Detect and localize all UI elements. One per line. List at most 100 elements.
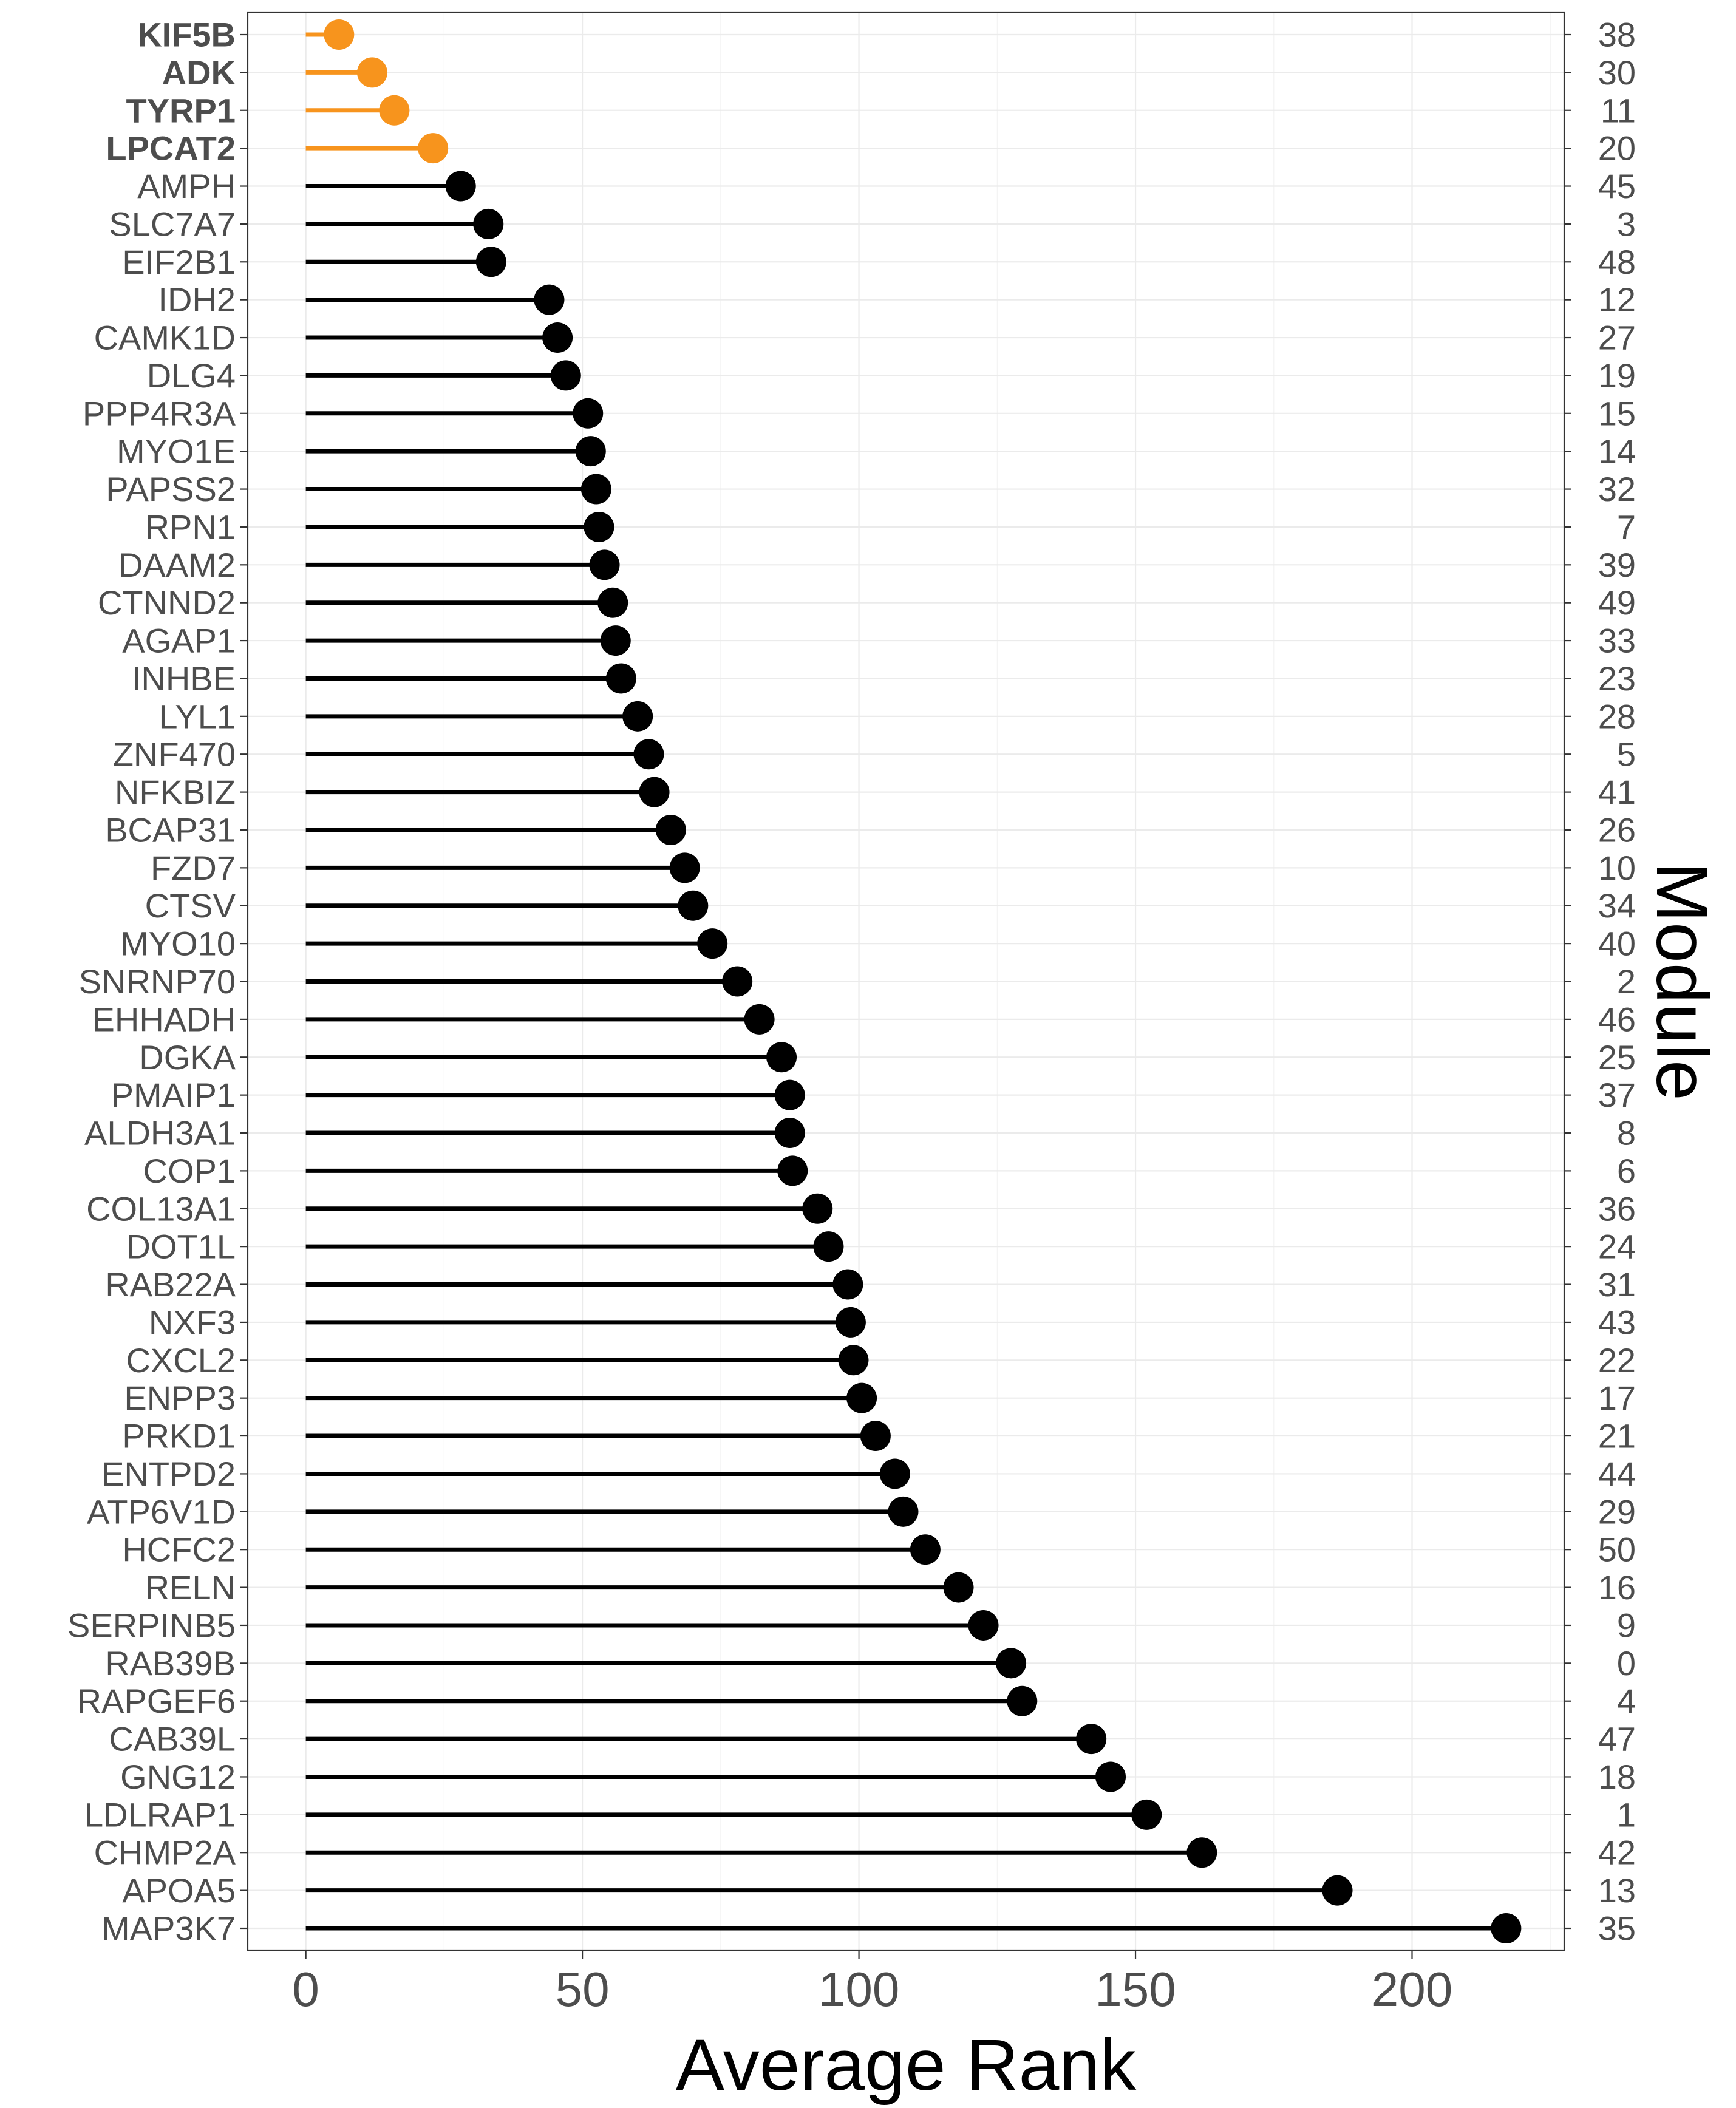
module-label: 49 <box>1598 583 1636 622</box>
gene-label: GNG12 <box>120 1758 236 1796</box>
lollipop-dot <box>1322 1875 1353 1906</box>
lollipop-dot <box>584 511 614 542</box>
lollipop-dot <box>1095 1761 1126 1792</box>
lollipop-dot <box>879 1458 910 1489</box>
gene-label: CHMP2A <box>94 1834 236 1872</box>
x-tick-label: 150 <box>1095 1962 1176 2016</box>
module-label: 37 <box>1598 1076 1636 1114</box>
gene-label: MAP3K7 <box>101 1909 236 1948</box>
lollipop-dot <box>1076 1724 1107 1755</box>
gene-label: LDLRAP1 <box>84 1795 236 1834</box>
gene-label: TYRP1 <box>126 91 236 129</box>
module-label: 9 <box>1617 1606 1636 1644</box>
lollipop-dot <box>600 625 631 656</box>
module-label: 48 <box>1598 243 1636 281</box>
module-label: 40 <box>1598 925 1636 963</box>
lollipop-dot <box>774 1080 805 1110</box>
module-label: 11 <box>1601 91 1636 129</box>
lollipop-dot <box>573 398 604 429</box>
gene-label: RPN1 <box>145 508 236 546</box>
lollipop-dots <box>324 19 1522 1943</box>
gene-label: DOT1L <box>126 1228 236 1266</box>
gene-label: RAPGEF6 <box>77 1682 236 1720</box>
lollipop-dot <box>1186 1837 1217 1868</box>
gene-label: ATP6V1D <box>87 1492 236 1531</box>
module-label: 14 <box>1598 432 1636 471</box>
gene-label: MYO10 <box>120 925 236 963</box>
gene-label: EHHADH <box>92 1000 236 1038</box>
module-label: 15 <box>1598 394 1636 432</box>
lollipop-dot <box>813 1231 844 1262</box>
module-label: 0 <box>1617 1644 1636 1682</box>
lollipop-dot <box>860 1421 891 1452</box>
gene-label: NFKBIZ <box>115 773 236 811</box>
lollipop-dot <box>1131 1799 1162 1830</box>
lollipop-dot <box>473 208 504 239</box>
gene-label: HCFC2 <box>122 1531 236 1569</box>
x-tick-label: 0 <box>292 1962 319 2016</box>
lollipop-stems <box>305 32 1506 1931</box>
x-axis: 0 50 100 150 200 <box>292 1950 1452 2016</box>
lollipop-dot <box>996 1648 1027 1679</box>
gene-label: APOA5 <box>122 1871 236 1909</box>
module-label: 35 <box>1598 1909 1636 1948</box>
module-label: 34 <box>1598 886 1636 925</box>
lollipop-dot <box>669 852 700 883</box>
module-label: 38 <box>1598 16 1636 54</box>
x-axis-title: Average Rank <box>676 2024 1137 2106</box>
lollipop-dot <box>534 284 565 315</box>
module-label: 2 <box>1617 962 1636 1001</box>
gene-label: PAPSS2 <box>106 470 236 508</box>
module-label: 22 <box>1598 1341 1636 1379</box>
module-label: 41 <box>1598 773 1636 811</box>
gene-label: AGAP1 <box>122 622 236 660</box>
module-label: 23 <box>1598 659 1636 698</box>
lollipop-dot <box>639 777 670 807</box>
module-label: 36 <box>1598 1189 1636 1228</box>
gene-label: AMPH <box>137 167 236 205</box>
lollipop-dot <box>356 57 387 88</box>
gene-label: DAAM2 <box>118 546 236 584</box>
gene-label: PPP4R3A <box>83 394 236 432</box>
module-label: 4 <box>1617 1682 1636 1720</box>
gene-label: IDH2 <box>158 280 236 319</box>
gene-label: RELN <box>145 1568 236 1606</box>
module-label: 16 <box>1598 1568 1636 1606</box>
lollipop-dot <box>838 1345 869 1376</box>
lollipop-dot <box>622 701 653 732</box>
gene-label: KIF5B <box>137 16 236 54</box>
module-label: 3 <box>1617 205 1636 243</box>
lollipop-dot <box>802 1193 833 1224</box>
module-label: 7 <box>1617 508 1636 546</box>
module-label: 27 <box>1598 319 1636 357</box>
module-label: 44 <box>1598 1455 1636 1493</box>
gene-label: EIF2B1 <box>122 243 236 281</box>
module-label: 42 <box>1598 1834 1636 1872</box>
module-label: 25 <box>1598 1038 1636 1076</box>
module-label: 13 <box>1598 1871 1636 1909</box>
lollipop-dot <box>1007 1685 1038 1716</box>
lollipop-dot <box>655 814 686 845</box>
gene-label: BCAP31 <box>105 811 236 849</box>
lollipop-dot <box>777 1155 808 1186</box>
gene-label: COL13A1 <box>86 1189 236 1228</box>
lollipop-dot <box>744 1004 775 1035</box>
module-label: 21 <box>1598 1417 1636 1455</box>
lollipop-dot <box>324 19 355 50</box>
right-axis-title: Module <box>1641 862 1723 1101</box>
lollipop-dot <box>846 1382 877 1413</box>
gene-label: COP1 <box>143 1152 236 1190</box>
gene-label: CTNND2 <box>98 583 236 622</box>
x-tick-label: 100 <box>819 1962 899 2016</box>
lollipop-dot <box>542 322 573 353</box>
gene-label: RAB39B <box>105 1644 236 1682</box>
gene-label: SLC7A7 <box>109 205 236 243</box>
lollipop-dot <box>968 1610 999 1640</box>
gene-label: ALDH3A1 <box>84 1114 236 1152</box>
lollipop-dot <box>445 171 476 202</box>
lollipop-dot <box>633 739 664 770</box>
gene-label: CTSV <box>145 886 236 925</box>
gene-label: INHBE <box>132 659 236 698</box>
module-label: 30 <box>1598 53 1636 92</box>
